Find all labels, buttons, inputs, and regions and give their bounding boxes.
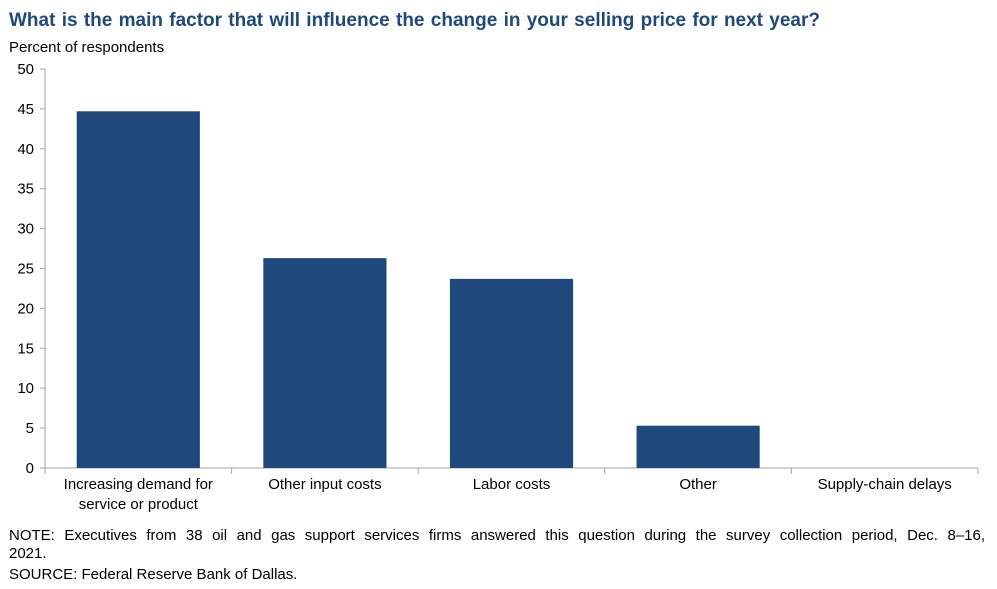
x-tick-label: Other bbox=[679, 476, 717, 493]
y-tick-label: 35 bbox=[17, 181, 34, 198]
y-tick-label: 50 bbox=[17, 61, 34, 78]
x-tick-label: Supply-chain delays bbox=[818, 476, 952, 493]
bar bbox=[76, 111, 200, 468]
chart-source: SOURCE: Federal Reserve Bank of Dallas. bbox=[9, 566, 298, 583]
y-tick-label: 15 bbox=[17, 340, 34, 357]
x-tick-label: Labor costs bbox=[473, 476, 551, 493]
chart-title: What is the main factor that will influe… bbox=[9, 10, 820, 31]
y-tick-label: 40 bbox=[17, 141, 34, 158]
y-axis-label: Percent of respondents bbox=[9, 39, 165, 56]
x-tick-label: service or product bbox=[79, 496, 199, 513]
x-tick-label: Other input costs bbox=[268, 476, 381, 493]
y-tick-label: 20 bbox=[17, 300, 34, 317]
y-tick-label: 45 bbox=[17, 101, 34, 118]
y-tick-label: 5 bbox=[26, 420, 34, 437]
bar-chart: 0 5 10 15 20 25 30 35 40 45 50 Increasing demand fo… bbox=[17, 61, 979, 513]
chart-note: NOTE: Executives from 38 oil and gas sup… bbox=[9, 527, 985, 562]
x-tick-label: Increasing demand for bbox=[64, 476, 213, 493]
y-tick-label: 30 bbox=[17, 221, 34, 238]
bar bbox=[449, 278, 574, 468]
bar bbox=[636, 425, 760, 468]
y-tick-label: 10 bbox=[17, 380, 34, 397]
bar bbox=[263, 258, 387, 468]
y-tick-label: 25 bbox=[17, 261, 34, 278]
y-tick-label: 0 bbox=[26, 460, 34, 477]
